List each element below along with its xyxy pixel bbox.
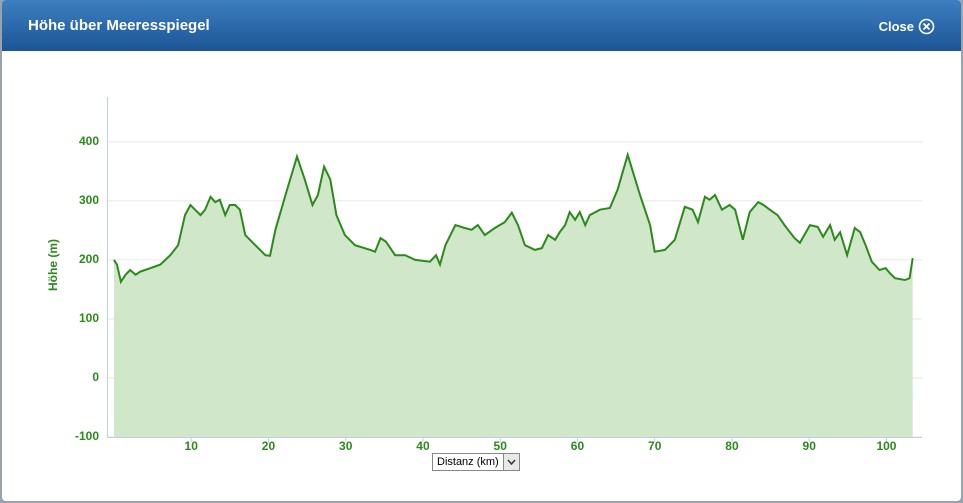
y-tick-label: 200 (79, 252, 99, 266)
x-tick-label: 50 (494, 439, 508, 453)
close-icon[interactable] (918, 18, 935, 35)
y-tick-label: 0 (92, 370, 99, 384)
dialog-title: Höhe über Meeresspiegel (28, 17, 210, 34)
x-tick-label: 100 (876, 439, 896, 453)
select-arrow[interactable] (502, 454, 519, 470)
y-tick-label: 300 (79, 193, 99, 207)
close-label[interactable]: Close (878, 19, 914, 34)
dialog-header: Höhe über Meeresspiegel Close (2, 0, 961, 51)
x-tick-label: 30 (339, 439, 353, 453)
x-tick-label: 60 (571, 439, 585, 453)
area (113, 154, 913, 438)
y-tick-label: 400 (79, 134, 99, 148)
chart: Höhe (m) -100 0 100 200 300 400 10 20 30 40 50 60 70… (46, 97, 922, 453)
y-tick-label: 100 (79, 311, 99, 325)
x-tick-label: 40 (416, 439, 430, 453)
x-axis-select[interactable]: Distanz (km) (432, 453, 520, 471)
line (113, 151, 914, 285)
y-tick-label: -100 (75, 429, 99, 443)
y-axis-title: Höhe (m) (46, 239, 60, 291)
x-tick-label: 80 (725, 439, 739, 453)
close-button[interactable]: Close (879, 18, 935, 35)
x-tick-label: 10 (185, 439, 199, 453)
x-axis-title[interactable]: Distanz (km) (437, 456, 499, 468)
x-tick-label: 70 (648, 439, 662, 453)
x-tick-label: 20 (262, 439, 276, 453)
x-tick-label: 90 (803, 439, 817, 453)
